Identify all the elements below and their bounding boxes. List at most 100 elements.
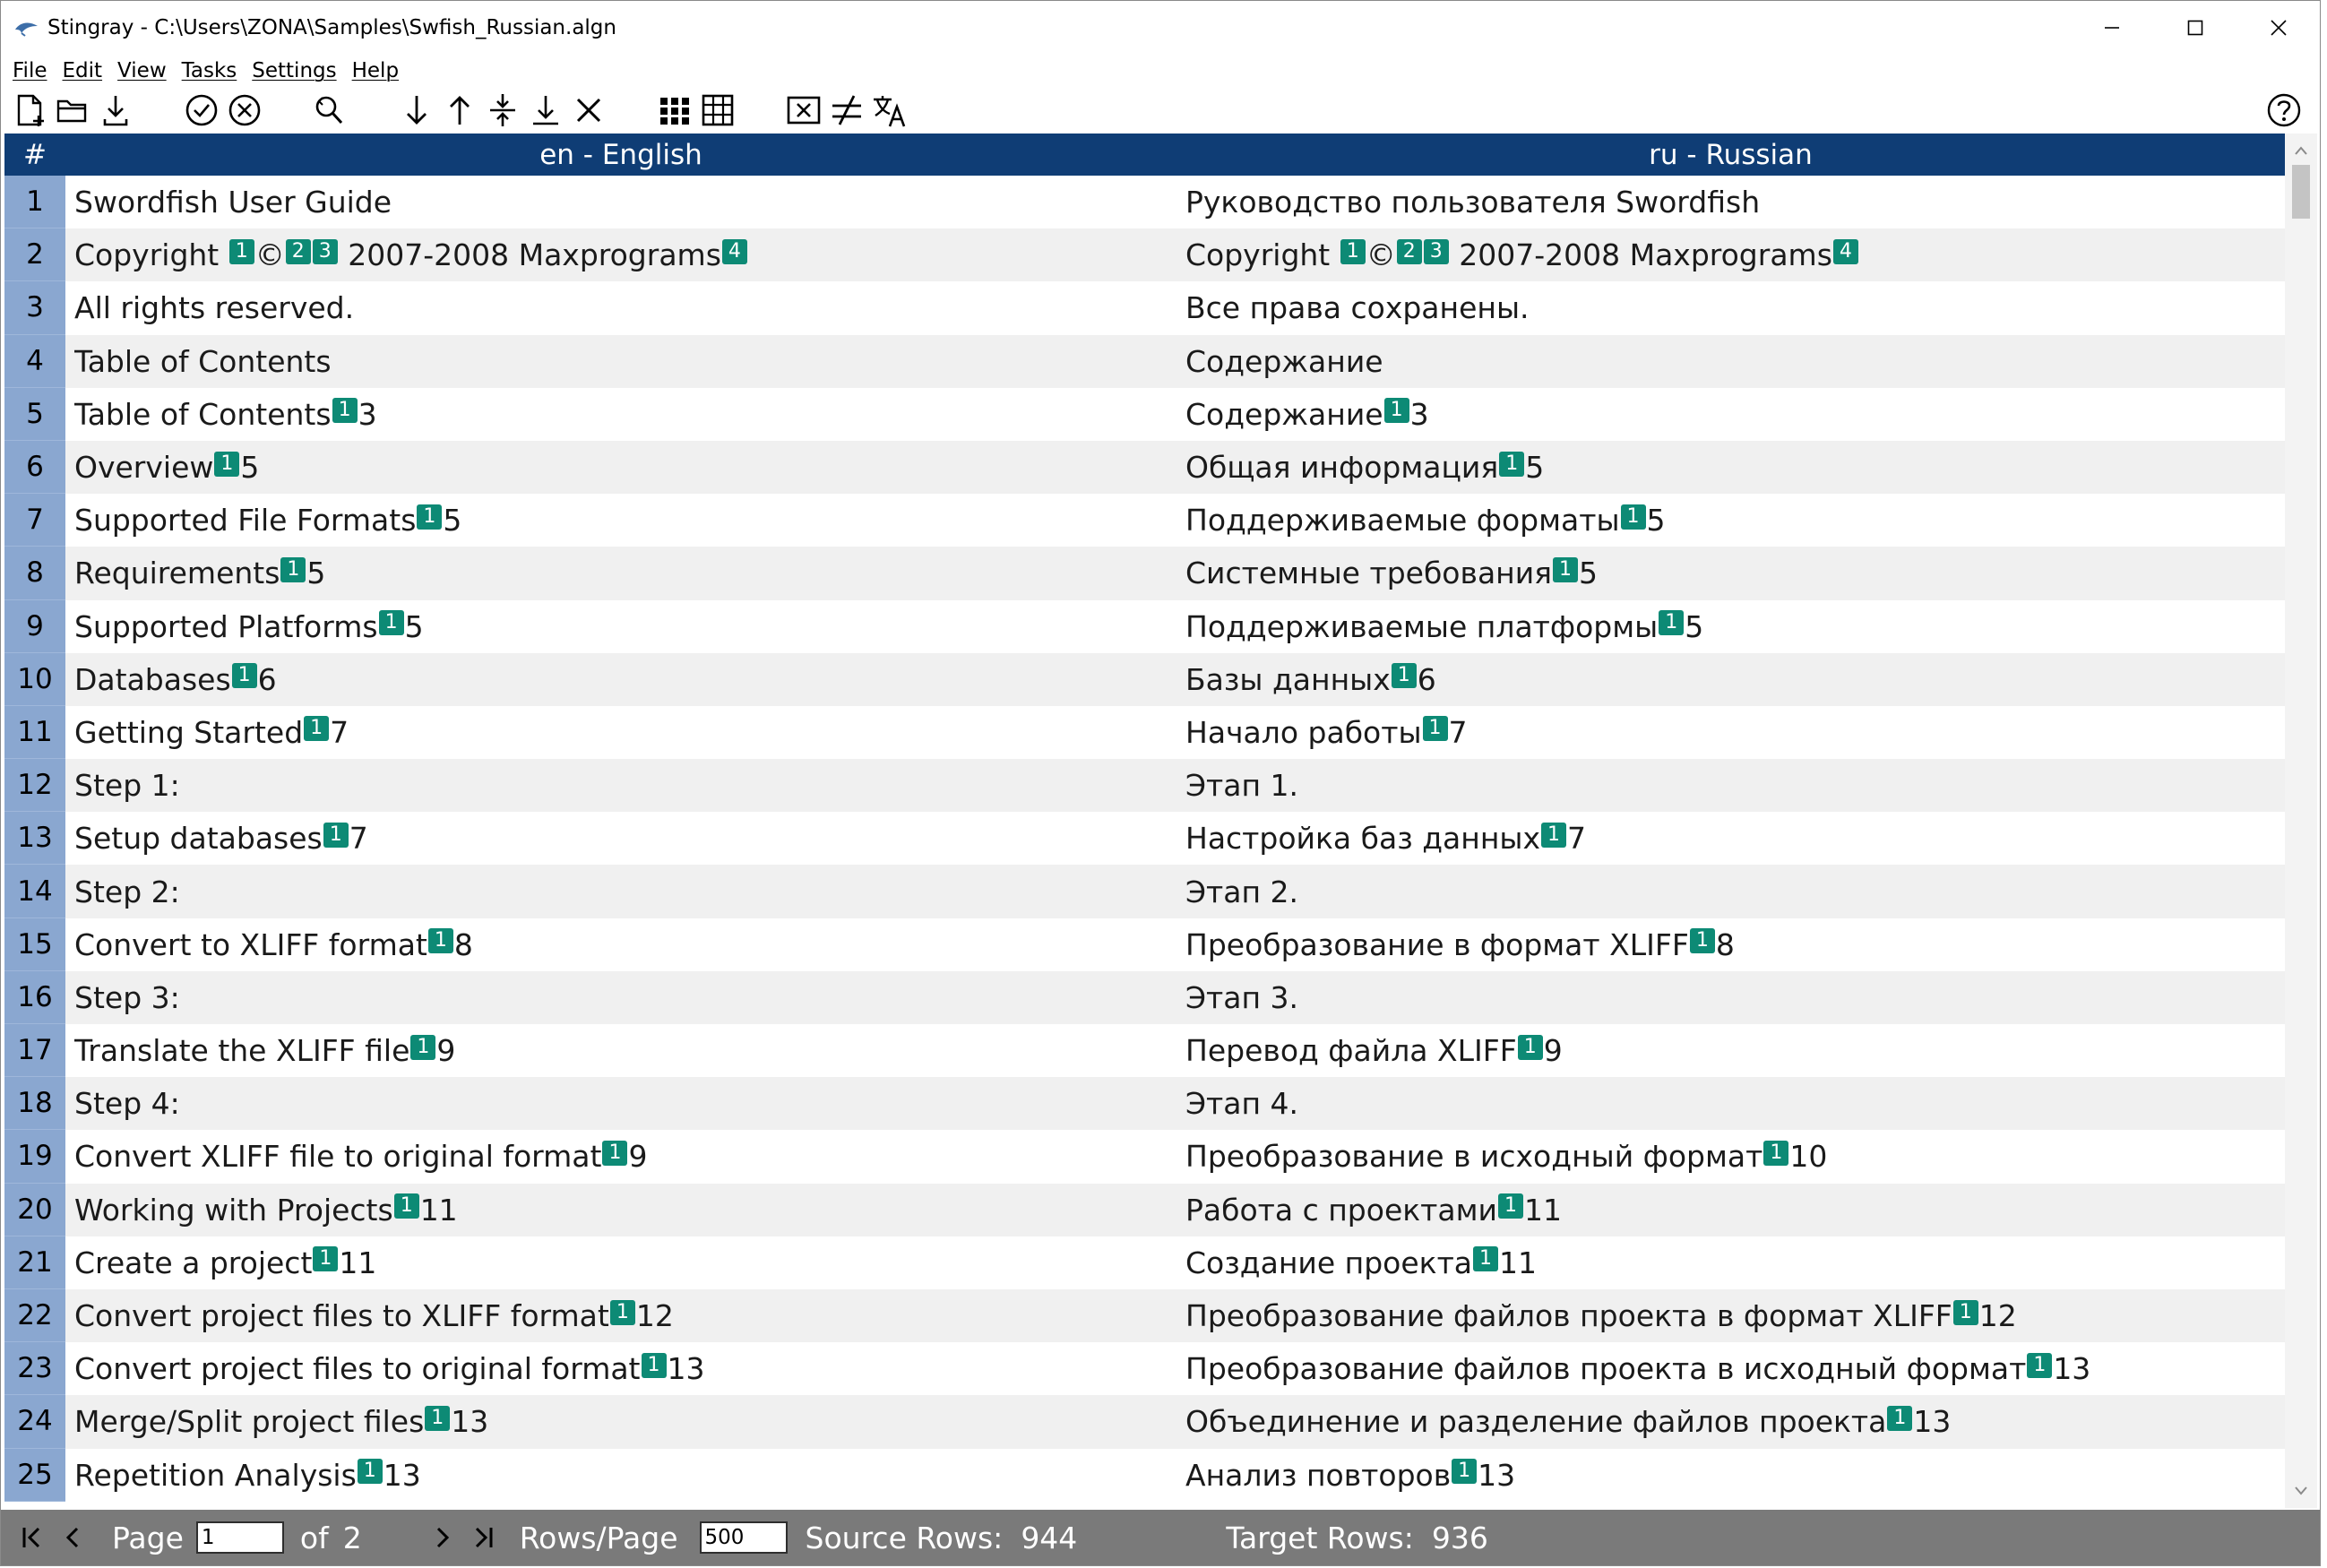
target-segment-cell[interactable]: Создание проекта 1 11 xyxy=(1185,1236,2279,1289)
table-row[interactable]: 19 Convert XLIFF file to original format 1… xyxy=(4,1130,2285,1184)
header-target-language[interactable]: ru - Russian xyxy=(1649,138,1813,171)
target-segment-cell[interactable]: Этап 4. xyxy=(1185,1077,2279,1130)
move-up-icon[interactable] xyxy=(442,92,478,128)
target-segment-cell[interactable]: Этап 2. xyxy=(1185,865,2279,918)
next-page-icon[interactable] xyxy=(421,1517,462,1558)
source-segment-cell[interactable]: Table of Contents xyxy=(74,335,1168,388)
new-file-icon[interactable] xyxy=(12,92,47,128)
search-replace-icon[interactable] xyxy=(311,92,347,128)
source-segment-cell[interactable]: Supported File Formats 1 5 xyxy=(74,494,1168,547)
target-segment-cell[interactable]: Содержание xyxy=(1185,335,2279,388)
table-row[interactable]: 21 Create a project 1 11 Создание проекта 1 11 xyxy=(4,1236,2285,1289)
table-row[interactable]: 6 Overview 1 5 Общая информация 1 5 xyxy=(4,440,2285,495)
rows-per-page-input[interactable]: 500 xyxy=(699,1521,788,1554)
target-segment-cell[interactable]: Начало работы 1 7 xyxy=(1185,706,2279,759)
target-segment-cell[interactable]: Общая информация 1 5 xyxy=(1185,441,2279,494)
target-segment-cell[interactable]: Поддерживаемые форматы 1 5 xyxy=(1185,494,2279,547)
table-row[interactable]: 12 Step 1: Этап 1. xyxy=(4,759,2285,813)
target-segment-cell[interactable]: Этап 1. xyxy=(1185,759,2279,812)
table-row[interactable]: 22 Convert project files to XLIFF format 1… xyxy=(4,1288,2285,1343)
remove-tags-icon[interactable] xyxy=(786,92,822,128)
source-segment-cell[interactable]: Step 3: xyxy=(74,971,1168,1024)
page-number-input[interactable]: 1 xyxy=(195,1521,284,1554)
source-segment-cell[interactable]: Convert XLIFF file to original format 1 9 xyxy=(74,1130,1168,1183)
table-row[interactable]: 15 Convert to XLIFF format 1 8 Преобразовани… xyxy=(4,918,2285,971)
close-button[interactable] xyxy=(2237,1,2320,55)
source-segment-cell[interactable]: Working with Projects 1 11 xyxy=(74,1184,1168,1236)
source-segment-cell[interactable]: Databases 1 6 xyxy=(74,653,1168,706)
menu-tasks[interactable]: Tasks xyxy=(181,59,237,82)
source-segment-cell[interactable]: Overview 1 5 xyxy=(74,441,1168,494)
target-segment-cell[interactable]: Copyright 1 © 2 3 2007-2008 Maxprograms 4 xyxy=(1185,228,2279,281)
target-segment-cell[interactable]: Преобразование файлов проекта в исходный… xyxy=(1185,1342,2279,1395)
source-segment-cell[interactable]: Merge/Split project files 1 13 xyxy=(74,1395,1168,1448)
table-row[interactable]: 8 Requirements 1 5 Системные требования 1 5 xyxy=(4,547,2285,600)
target-segment-cell[interactable]: Базы данных 1 6 xyxy=(1185,653,2279,706)
move-down-icon[interactable] xyxy=(399,92,435,128)
target-segment-cell[interactable]: Настройка баз данных 1 7 xyxy=(1185,812,2279,865)
save-download-icon[interactable] xyxy=(98,92,134,128)
target-segment-cell[interactable]: Работа с проектами 1 11 xyxy=(1185,1184,2279,1236)
menu-edit[interactable]: Edit xyxy=(62,59,103,82)
source-segment-cell[interactable]: Supported Platforms 1 5 xyxy=(74,600,1168,653)
help-icon[interactable] xyxy=(2266,92,2302,128)
move-to-bottom-icon[interactable] xyxy=(528,92,564,128)
target-segment-cell[interactable]: Этап 3. xyxy=(1185,971,2279,1024)
menu-help[interactable]: Help xyxy=(351,59,400,82)
source-segment-cell[interactable]: Copyright 1 © 2 3 2007-2008 Maxprograms 4 xyxy=(74,228,1168,281)
target-segment-cell[interactable]: Содержание 1 3 xyxy=(1185,388,2279,441)
minimize-button[interactable] xyxy=(2070,1,2153,55)
table-row[interactable]: 5 Table of Contents 1 3 Содержание 1 3 xyxy=(4,387,2285,441)
source-segment-cell[interactable]: Step 4: xyxy=(74,1077,1168,1130)
menu-settings[interactable]: Settings xyxy=(252,59,337,82)
menu-view[interactable]: View xyxy=(117,59,167,82)
previous-page-icon[interactable] xyxy=(53,1517,94,1558)
table-row[interactable]: 2 Copyright 1 © 2 3 2007-2008 Maxprograms 4 Co… xyxy=(4,228,2285,282)
header-source-language[interactable]: en - English xyxy=(539,138,702,171)
table-row[interactable]: 24 Merge/Split project files 1 13 Объединени… xyxy=(4,1395,2285,1449)
scroll-down-arrow-icon[interactable] xyxy=(2285,1478,2317,1504)
source-segment-cell[interactable]: Convert to XLIFF format 1 8 xyxy=(74,918,1168,971)
source-segment-cell[interactable]: Step 2: xyxy=(74,865,1168,918)
cancel-x-icon[interactable] xyxy=(227,92,263,128)
source-segment-cell[interactable]: Create a project 1 11 xyxy=(74,1236,1168,1289)
source-segment-cell[interactable]: Swordfish User Guide xyxy=(74,176,1168,228)
table-row[interactable]: 4 Table of Contents Содержание xyxy=(4,334,2285,388)
vertical-scrollbar[interactable] xyxy=(2285,134,2317,1508)
table-row[interactable]: 16 Step 3: Этап 3. xyxy=(4,970,2285,1024)
scroll-thumb[interactable] xyxy=(2292,165,2310,219)
table-row[interactable]: 3 All rights reserved. Все права сохранены… xyxy=(4,281,2285,335)
menu-file[interactable]: File xyxy=(13,59,47,82)
source-segment-cell[interactable]: Table of Contents 1 3 xyxy=(74,388,1168,441)
table-row[interactable]: 13 Setup databases 1 7 Настройка баз данных 1… xyxy=(4,812,2285,866)
source-segment-cell[interactable]: Translate the XLIFF file 1 9 xyxy=(74,1024,1168,1077)
table-row[interactable]: 23 Convert project files to original form… xyxy=(4,1342,2285,1396)
maximize-button[interactable] xyxy=(2153,1,2237,55)
table-row[interactable]: 20 Working with Projects 1 11 Работа с проек… xyxy=(4,1183,2285,1236)
source-segment-cell[interactable]: Getting Started 1 7 xyxy=(74,706,1168,759)
table-row[interactable]: 17 Translate the XLIFF file 1 9 Перевод файл… xyxy=(4,1024,2285,1078)
source-segment-cell[interactable]: Setup databases 1 7 xyxy=(74,812,1168,865)
table-row[interactable]: 14 Step 2: Этап 2. xyxy=(4,865,2285,918)
target-segment-cell[interactable]: Анализ повторов 1 13 xyxy=(1185,1449,2279,1502)
target-segment-cell[interactable]: Преобразование в исходный формат 1 10 xyxy=(1185,1130,2279,1183)
last-page-icon[interactable] xyxy=(462,1517,504,1558)
target-segment-cell[interactable]: Поддерживаемые платформы 1 5 xyxy=(1185,600,2279,653)
table-row[interactable]: 9 Supported Platforms 1 5 Поддерживаемые пла… xyxy=(4,599,2285,653)
source-segment-cell[interactable]: Convert project files to original format… xyxy=(74,1342,1168,1395)
not-equal-icon[interactable] xyxy=(829,92,865,128)
grid-dots-icon[interactable] xyxy=(657,92,693,128)
translate-icon[interactable] xyxy=(872,92,908,128)
target-segment-cell[interactable]: Преобразование в формат XLIFF 1 8 xyxy=(1185,918,2279,971)
open-folder-icon[interactable] xyxy=(55,92,90,128)
target-segment-cell[interactable]: Руководство пользователя Swordfish xyxy=(1185,176,2279,228)
confirm-check-icon[interactable] xyxy=(184,92,220,128)
table-row[interactable]: 1 Swordfish User Guide Руководство пользов… xyxy=(4,176,2285,229)
table-row[interactable]: 7 Supported File Formats 1 5 Поддерживаемые … xyxy=(4,494,2285,547)
target-segment-cell[interactable]: Объединение и разделение файлов проекта 1… xyxy=(1185,1395,2279,1448)
source-segment-cell[interactable]: Step 1: xyxy=(74,759,1168,812)
table-row[interactable]: 18 Step 4: Этап 4. xyxy=(4,1077,2285,1131)
source-segment-cell[interactable]: Repetition Analysis 1 13 xyxy=(74,1449,1168,1502)
target-segment-cell[interactable]: Системные требования 1 5 xyxy=(1185,547,2279,599)
table-grid-icon[interactable] xyxy=(700,92,736,128)
